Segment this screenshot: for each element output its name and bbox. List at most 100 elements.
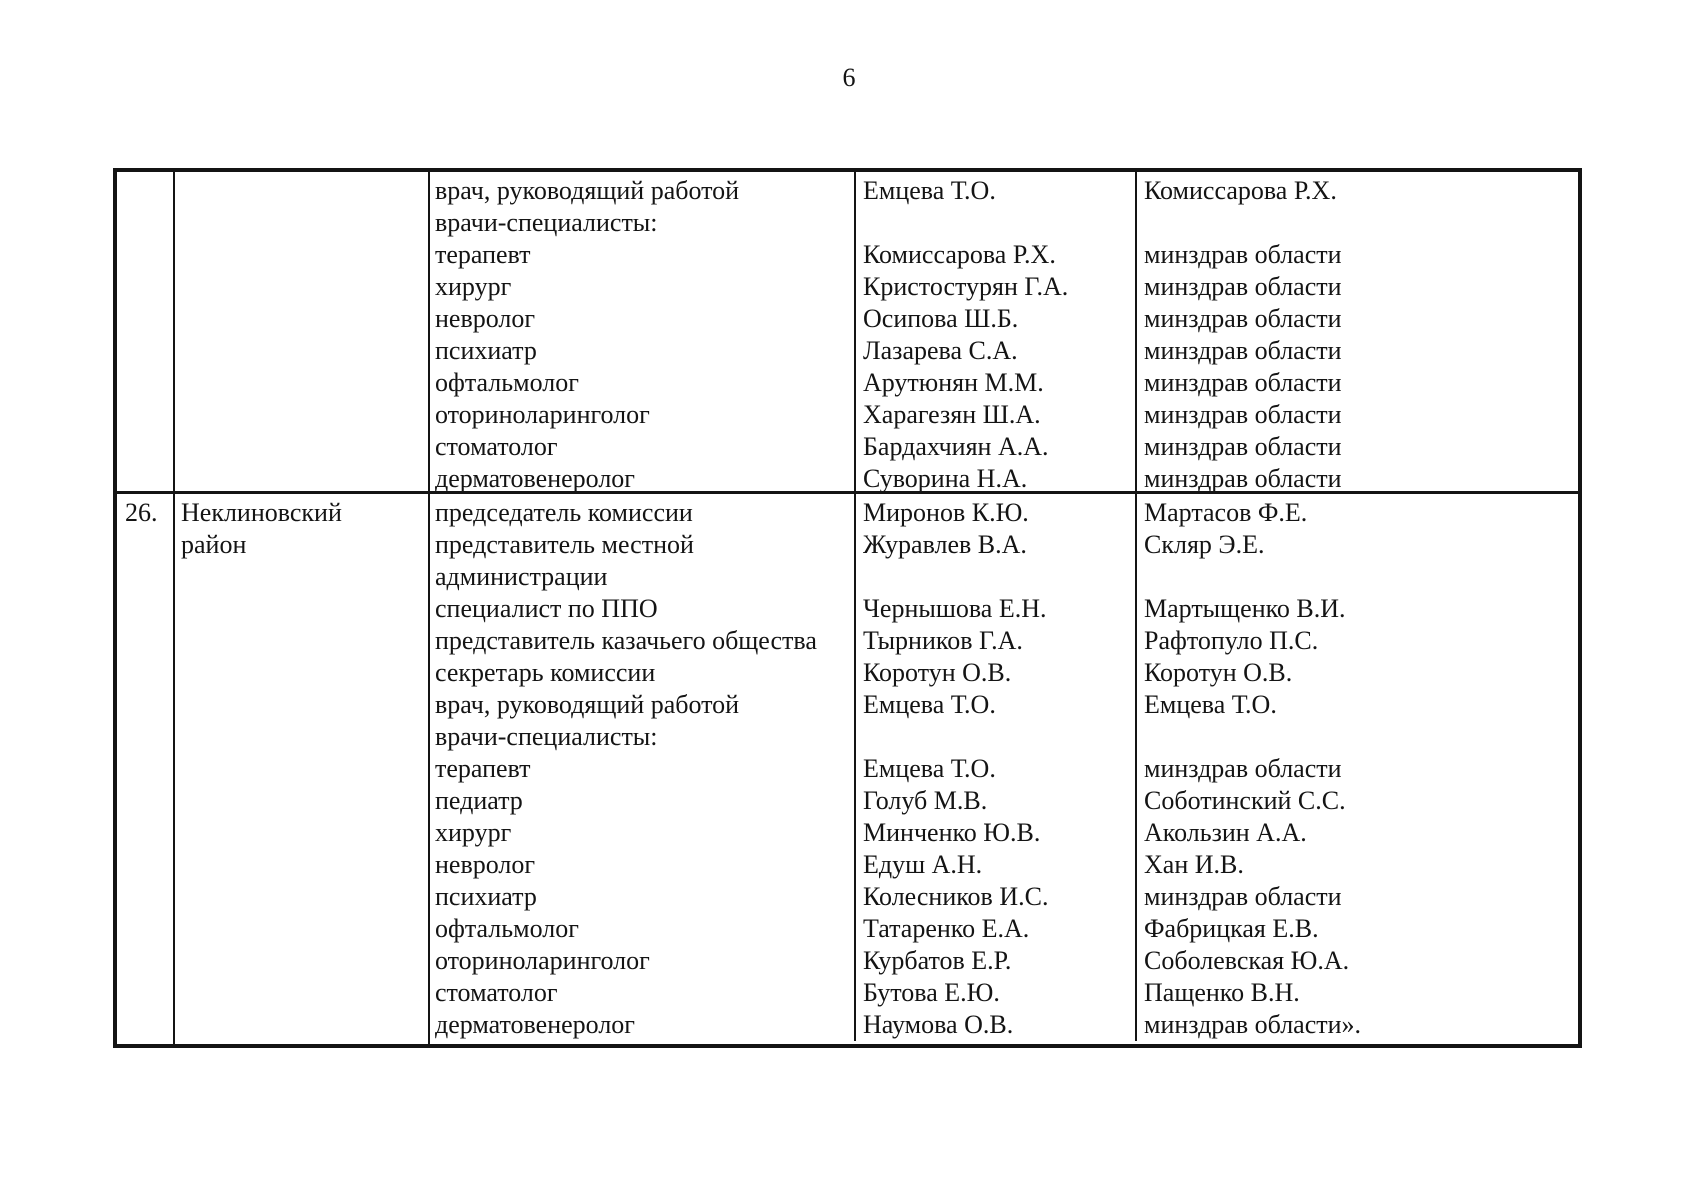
- commissions-table: врач, руководящий работой Емцева Т.О. Ко…: [113, 168, 1582, 1048]
- appointed-by-cell: минздрав области: [1144, 272, 1342, 301]
- member-name-cell: Курбатов Е.Р.: [856, 945, 1137, 977]
- member-name-cell: [856, 721, 1137, 753]
- position-cell: терапевт: [430, 753, 856, 785]
- appointed-by-cell: минздрав области: [1144, 304, 1342, 333]
- entry-row: представитель местной администрации Жура…: [430, 529, 1578, 593]
- position-cell: стоматолог: [430, 977, 856, 1009]
- appointed-by-cell: минздрав области: [1144, 754, 1342, 783]
- member-name-cell: Наумова О.В.: [856, 1009, 1137, 1041]
- position-cell: психиатр: [430, 335, 856, 367]
- position-cell: офтальмолог: [430, 367, 856, 399]
- district-cell: Неклиновский район: [175, 494, 430, 1045]
- appointed-by-cell: Комиссарова Р.Х.: [1144, 176, 1337, 205]
- appointed-by-cell: минздрав области».: [1144, 1010, 1362, 1039]
- position-cell: офтальмолог: [430, 913, 856, 945]
- appointed-by-cell: минздрав области: [1144, 336, 1342, 365]
- entry-row: хирург Минченко Ю.В. Акользин А.А.: [430, 817, 1578, 849]
- position-cell: врач, руководящий работой: [430, 172, 856, 207]
- district-cell: [175, 172, 430, 491]
- appointed-by-cell: [1137, 721, 1578, 753]
- entry-row: стоматолог Бардахчиян А.А. минздрав обла…: [430, 431, 1578, 463]
- entry-row: терапевт Емцева Т.О. минздрав области: [430, 753, 1578, 785]
- entry-row: представитель казачьего общества Тырнико…: [430, 625, 1578, 657]
- member-name-cell: Колесников И.С.: [856, 881, 1137, 913]
- appointed-by-cell: Пащенко В.Н.: [1144, 978, 1300, 1007]
- position-cell: стоматолог: [430, 431, 856, 463]
- position-cell: секретарь комиссии: [430, 657, 856, 689]
- appointed-by-cell: минздрав области: [1144, 432, 1342, 461]
- row-number-cell: [117, 172, 175, 491]
- appointed-by-cell: Соболевская Ю.А.: [1144, 946, 1350, 975]
- member-name-cell: Осипова Ш.Б.: [856, 303, 1137, 335]
- appointed-by-cell: Скляр Э.Е.: [1144, 530, 1265, 559]
- position-cell: терапевт: [430, 239, 856, 271]
- member-name-cell: Емцева Т.О.: [856, 172, 1137, 207]
- page-number: 6: [842, 63, 856, 92]
- position-cell: дерматовенеролог: [430, 1009, 856, 1041]
- entry-row: оториноларинголог Курбатов Е.Р. Соболевс…: [430, 945, 1578, 977]
- position-cell: невролог: [430, 303, 856, 335]
- entry-row: офтальмолог Арутюнян М.М. минздрав облас…: [430, 367, 1578, 399]
- table-row: 26. Неклиновский район председатель коми…: [117, 494, 1578, 1045]
- member-name-cell: Чернышова Е.Н.: [856, 593, 1137, 625]
- appointed-by-cell: Хан И.В.: [1144, 850, 1244, 879]
- entry-row: дерматовенеролог Наумова О.В. минздрав о…: [430, 1009, 1578, 1041]
- entry-row: невролог Едуш А.Н. Хан И.В.: [430, 849, 1578, 881]
- entry-row: председатель комиссии Миронов К.Ю. Марта…: [430, 494, 1578, 529]
- position-cell: председатель комиссии: [430, 494, 856, 529]
- entries-column-group: председатель комиссии Миронов К.Ю. Марта…: [430, 494, 1578, 1045]
- entry-row: врачи-специалисты:: [430, 721, 1578, 753]
- entry-row: врачи-специалисты:: [430, 207, 1578, 239]
- appointed-by-cell: минздрав области: [1144, 882, 1342, 911]
- appointed-by-cell: Соботинский С.С.: [1144, 786, 1346, 815]
- entry-row: психиатр Лазарева С.А. минздрав области: [430, 335, 1578, 367]
- position-cell: представитель казачьего общества: [430, 625, 856, 657]
- position-cell: дерматовенеролог: [430, 463, 856, 491]
- member-name-cell: Татаренко Е.А.: [856, 913, 1137, 945]
- position-cell: специалист по ППО: [430, 593, 856, 625]
- entry-row: офтальмолог Татаренко Е.А. Фабрицкая Е.В…: [430, 913, 1578, 945]
- entry-row: специалист по ППО Чернышова Е.Н. Мартыще…: [430, 593, 1578, 625]
- appointed-by-cell: минздрав области: [1144, 368, 1342, 397]
- appointed-by-cell: Фабрицкая Е.В.: [1144, 914, 1319, 943]
- position-cell: психиатр: [430, 881, 856, 913]
- entry-row: врач, руководящий работой Емцева Т.О. Ем…: [430, 689, 1578, 721]
- position-cell: хирург: [430, 817, 856, 849]
- member-name-cell: Лазарева С.А.: [856, 335, 1137, 367]
- member-name-cell: Бардахчиян А.А.: [856, 431, 1137, 463]
- entry-row: оториноларинголог Харагезян Ш.А. минздра…: [430, 399, 1578, 431]
- entry-row: педиатр Голуб М.В. Соботинский С.С.: [430, 785, 1578, 817]
- position-cell: педиатр: [430, 785, 856, 817]
- position-cell: невролог: [430, 849, 856, 881]
- position-cell: оториноларинголог: [430, 399, 856, 431]
- member-name-cell: Минченко Ю.В.: [856, 817, 1137, 849]
- appointed-by-cell: Мартыщенко В.И.: [1144, 594, 1346, 623]
- position-cell: врачи-специалисты:: [430, 721, 856, 753]
- appointed-by-cell: [1137, 207, 1578, 239]
- appointed-by-cell: Емцева Т.О.: [1144, 690, 1277, 719]
- member-name-cell: Комиссарова Р.Х.: [856, 239, 1137, 271]
- member-name-cell: Голуб М.В.: [856, 785, 1137, 817]
- appointed-by-cell: минздрав области: [1144, 400, 1342, 429]
- member-name-cell: Бутова Е.Ю.: [856, 977, 1137, 1009]
- member-name-cell: Арутюнян М.М.: [856, 367, 1137, 399]
- entry-row: невролог Осипова Ш.Б. минздрав области: [430, 303, 1578, 335]
- appointed-by-cell: минздрав области: [1144, 464, 1342, 493]
- entry-row: хирург Кристостурян Г.А. минздрав област…: [430, 271, 1578, 303]
- table-row: врач, руководящий работой Емцева Т.О. Ко…: [117, 172, 1578, 494]
- appointed-by-cell: Коротун О.В.: [1144, 658, 1293, 687]
- appointed-by-cell: минздрав области: [1144, 240, 1342, 269]
- member-name-cell: Миронов К.Ю.: [856, 494, 1137, 529]
- appointed-by-cell: Акользин А.А.: [1144, 818, 1307, 847]
- member-name-cell: Кристостурян Г.А.: [856, 271, 1137, 303]
- member-name-cell: Коротун О.В.: [856, 657, 1137, 689]
- entry-row: врач, руководящий работой Емцева Т.О. Ко…: [430, 172, 1578, 207]
- entry-row: терапевт Комиссарова Р.Х. минздрав облас…: [430, 239, 1578, 271]
- entries-column-group: врач, руководящий работой Емцева Т.О. Ко…: [430, 172, 1578, 491]
- appointed-by-cell: Рафтопуло П.С.: [1144, 626, 1319, 655]
- member-name-cell: Тырников Г.А.: [856, 625, 1137, 657]
- appointed-by-cell: Мартасов Ф.Е.: [1144, 498, 1308, 527]
- position-cell: хирург: [430, 271, 856, 303]
- entry-row: дерматовенеролог Суворина Н.А. минздрав …: [430, 463, 1578, 493]
